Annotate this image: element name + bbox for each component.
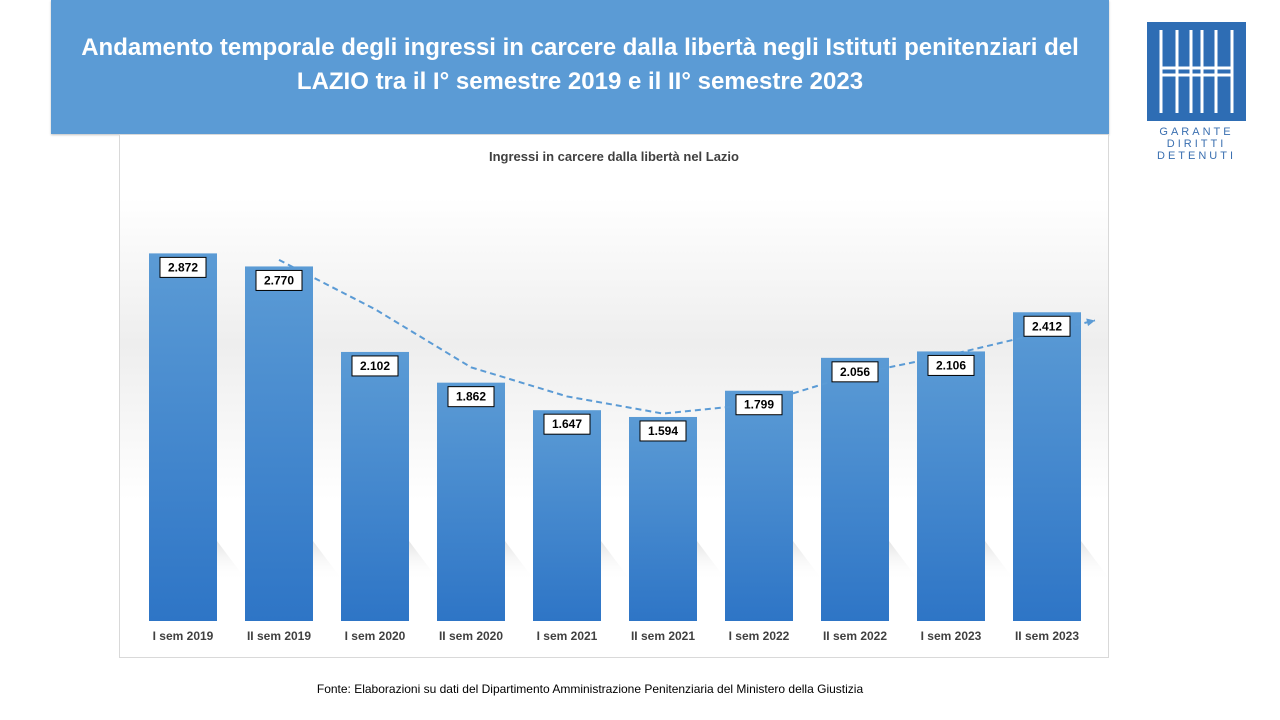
data-label: 2.770 <box>255 269 303 291</box>
x-tick-label: I sem 2022 <box>729 629 790 643</box>
x-tick-label: II sem 2023 <box>1015 629 1079 643</box>
chart-bar <box>725 390 793 621</box>
bar-chart: Ingressi in carcere dalla libertà nel La… <box>149 149 1108 643</box>
data-label: 2.102 <box>351 355 399 377</box>
x-tick-label: I sem 2023 <box>921 629 982 643</box>
x-tick-label: I sem 2019 <box>153 629 214 643</box>
chart-bar <box>245 266 313 621</box>
chart-panel: Ingressi in carcere dalla libertà nel La… <box>119 134 1109 658</box>
x-tick-label: II sem 2022 <box>823 629 887 643</box>
data-label: 2.106 <box>927 354 975 376</box>
x-tick-label: II sem 2021 <box>631 629 695 643</box>
data-label: 1.594 <box>639 420 687 442</box>
trendline-arrow <box>1086 318 1095 327</box>
svg-text:1.862: 1.862 <box>456 390 486 404</box>
chart-bar <box>437 382 505 621</box>
garante-logo: GARANTE DIRITTI DETENUTI <box>1144 22 1248 164</box>
data-label: 2.872 <box>159 256 207 278</box>
svg-text:2.056: 2.056 <box>840 365 870 379</box>
trendline <box>278 259 1096 415</box>
chart-title: Ingressi in carcere dalla libertà nel La… <box>489 149 739 164</box>
data-label: 1.862 <box>447 386 495 408</box>
data-label: 2.056 <box>831 361 879 383</box>
chart-bar <box>629 416 697 621</box>
svg-text:1.647: 1.647 <box>552 417 582 431</box>
x-tick-label: I sem 2020 <box>345 629 406 643</box>
x-tick-label: II sem 2019 <box>247 629 311 643</box>
data-label: 1.647 <box>543 413 591 435</box>
chart-bar <box>821 357 889 621</box>
chart-bar <box>1013 312 1081 621</box>
source-note: Fonte: Elaborazioni su dati del Dipartim… <box>316 682 864 696</box>
data-label: 1.799 <box>735 394 783 416</box>
svg-text:2.770: 2.770 <box>264 273 294 287</box>
logo-line: GARANTE <box>1159 126 1234 138</box>
x-tick-label: I sem 2021 <box>537 629 598 643</box>
svg-text:2.102: 2.102 <box>360 359 390 373</box>
chart-bar <box>533 410 601 621</box>
chart-bar <box>341 351 409 621</box>
chart-bar <box>917 351 985 621</box>
x-tick-label: II sem 2020 <box>439 629 503 643</box>
data-label: 2.412 <box>1023 315 1071 337</box>
page-title: Andamento temporale degli ingressi in ca… <box>81 34 1079 95</box>
chart-bar <box>149 253 217 621</box>
svg-text:2.412: 2.412 <box>1032 319 1062 333</box>
svg-text:1.799: 1.799 <box>744 398 774 412</box>
svg-text:1.594: 1.594 <box>648 424 678 438</box>
logo-line: DETENUTI <box>1157 150 1236 162</box>
svg-text:2.872: 2.872 <box>168 260 198 274</box>
svg-text:2.106: 2.106 <box>936 358 966 372</box>
logo-text: GARANTE DIRITTI DETENUTI <box>1147 126 1246 162</box>
logo-line: DIRITTI <box>1166 138 1227 150</box>
header-banner: Andamento temporale degli ingressi in ca… <box>51 0 1109 134</box>
logo-mark <box>1147 22 1246 121</box>
